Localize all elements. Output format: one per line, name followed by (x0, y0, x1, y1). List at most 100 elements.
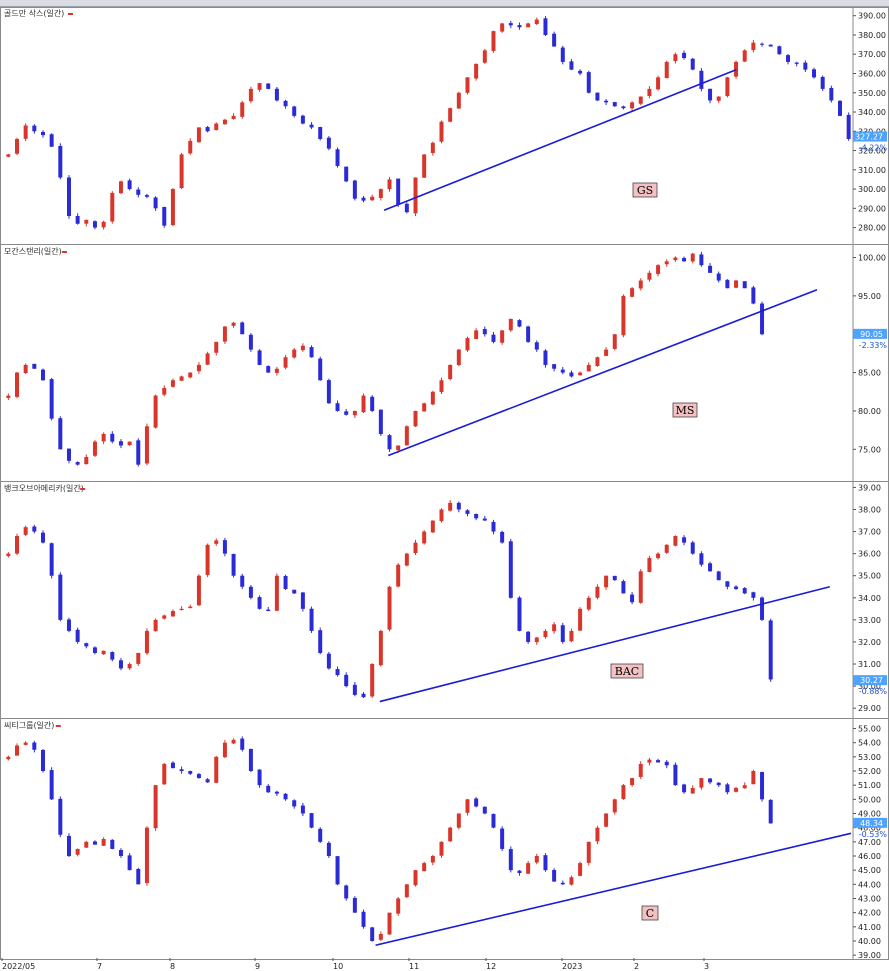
candle-body (248, 748, 253, 771)
candle-body (144, 630, 149, 654)
badge-label: MS (676, 404, 695, 417)
candle-body (534, 637, 539, 643)
candle-body (266, 366, 271, 373)
y-tick-label: 49.00 (858, 810, 881, 819)
candle-body (430, 142, 435, 154)
candle-body (75, 215, 80, 224)
candle-body (75, 629, 80, 642)
candle-body (188, 140, 193, 154)
candle-body (58, 145, 63, 178)
y-tick-label: 50.00 (858, 795, 881, 804)
candle-body (413, 870, 418, 886)
candle-body (231, 115, 236, 119)
candle-body (465, 799, 470, 813)
last-price-box (853, 817, 887, 828)
candle-body (682, 52, 687, 59)
y-tick-label: 80.00 (858, 407, 881, 416)
candle-body (179, 154, 184, 189)
candle-body (725, 279, 730, 289)
candle-body (526, 23, 531, 28)
change-percent-label: -2.33% (859, 341, 888, 350)
candle-body (448, 827, 453, 842)
candle-body (578, 70, 583, 74)
y-tick-label: 45.00 (858, 866, 881, 875)
candle-body (352, 410, 357, 416)
change-percent-label: -4.22% (859, 144, 888, 153)
candle-body (621, 785, 626, 799)
candle-body (231, 739, 236, 744)
candle-body (604, 100, 609, 103)
candle-body (760, 597, 765, 620)
panel-title: 골드만 삭스(일간) (4, 8, 64, 18)
candle-body (101, 650, 106, 655)
candle-body (517, 870, 522, 873)
candle-body (456, 813, 461, 828)
x-tick-label: 2 (634, 962, 639, 971)
trendline (379, 585, 830, 703)
candle-body (318, 127, 323, 139)
candle-body (630, 778, 635, 786)
panel-title: 뱅크오브아메리카(일간) (4, 483, 84, 493)
chart-frame (0, 7, 889, 960)
x-tick-label: 2022/05 (2, 962, 35, 971)
y-tick-label: 75.00 (858, 445, 881, 454)
candle-body (257, 83, 262, 90)
candle-body (144, 195, 149, 197)
candle-body (136, 440, 141, 465)
y-tick-label: 280.00 (858, 224, 886, 233)
candle-body (621, 106, 626, 109)
candle-body (560, 369, 565, 373)
panel-title: 모간스탠리(일간) (4, 246, 62, 256)
candle-body (742, 50, 747, 62)
candle-body (162, 763, 167, 785)
candle-body (92, 441, 97, 456)
y-tick-label: 31.00 (858, 660, 881, 669)
y-tick-label: 35.00 (858, 572, 881, 581)
y-tick-label: 30.00 (858, 682, 881, 691)
candle-body (40, 369, 45, 381)
candle-body (58, 798, 63, 835)
candle-body (49, 134, 54, 147)
candle-body (240, 575, 245, 587)
candle-body (630, 102, 635, 109)
candle-body (153, 619, 158, 632)
candle-body (40, 749, 45, 771)
candle-body (378, 933, 383, 940)
candle-body (110, 433, 115, 442)
candle-body (352, 180, 357, 199)
candle-body (396, 898, 401, 914)
candle-body (326, 380, 331, 404)
candle-body (690, 542, 695, 554)
candle-body (118, 441, 123, 446)
candle-body (300, 345, 305, 351)
candle-body (49, 379, 54, 419)
y-tick-label: 29.00 (858, 704, 881, 713)
candle-body (534, 856, 539, 863)
candle-body (361, 395, 366, 413)
candle-body (188, 770, 193, 774)
candle-body (231, 553, 236, 576)
badge-box (641, 905, 659, 921)
last-price-box (853, 675, 887, 686)
candle-body (664, 761, 669, 766)
candle-body (14, 372, 19, 397)
candle-body (621, 295, 626, 336)
candle-body (578, 863, 583, 876)
candle-body (23, 125, 28, 139)
candle-body (196, 575, 201, 606)
last-price-label: 30.27 (860, 676, 883, 685)
candle-body (300, 115, 305, 124)
candle-body (682, 258, 687, 262)
candle-body (482, 50, 487, 63)
candle-body (14, 745, 19, 756)
badge-box (632, 182, 658, 198)
candle-body (638, 763, 643, 777)
candle-body (612, 575, 617, 581)
panel-ms: 모간스탠리(일간)100.0095.0090.0085.0080.0075.00… (0, 244, 889, 467)
candle-body (656, 77, 661, 90)
candle-body (482, 518, 487, 521)
candle-body (534, 19, 539, 25)
candle-body (110, 192, 115, 222)
candle-body (448, 364, 453, 380)
candle-body (170, 189, 175, 226)
